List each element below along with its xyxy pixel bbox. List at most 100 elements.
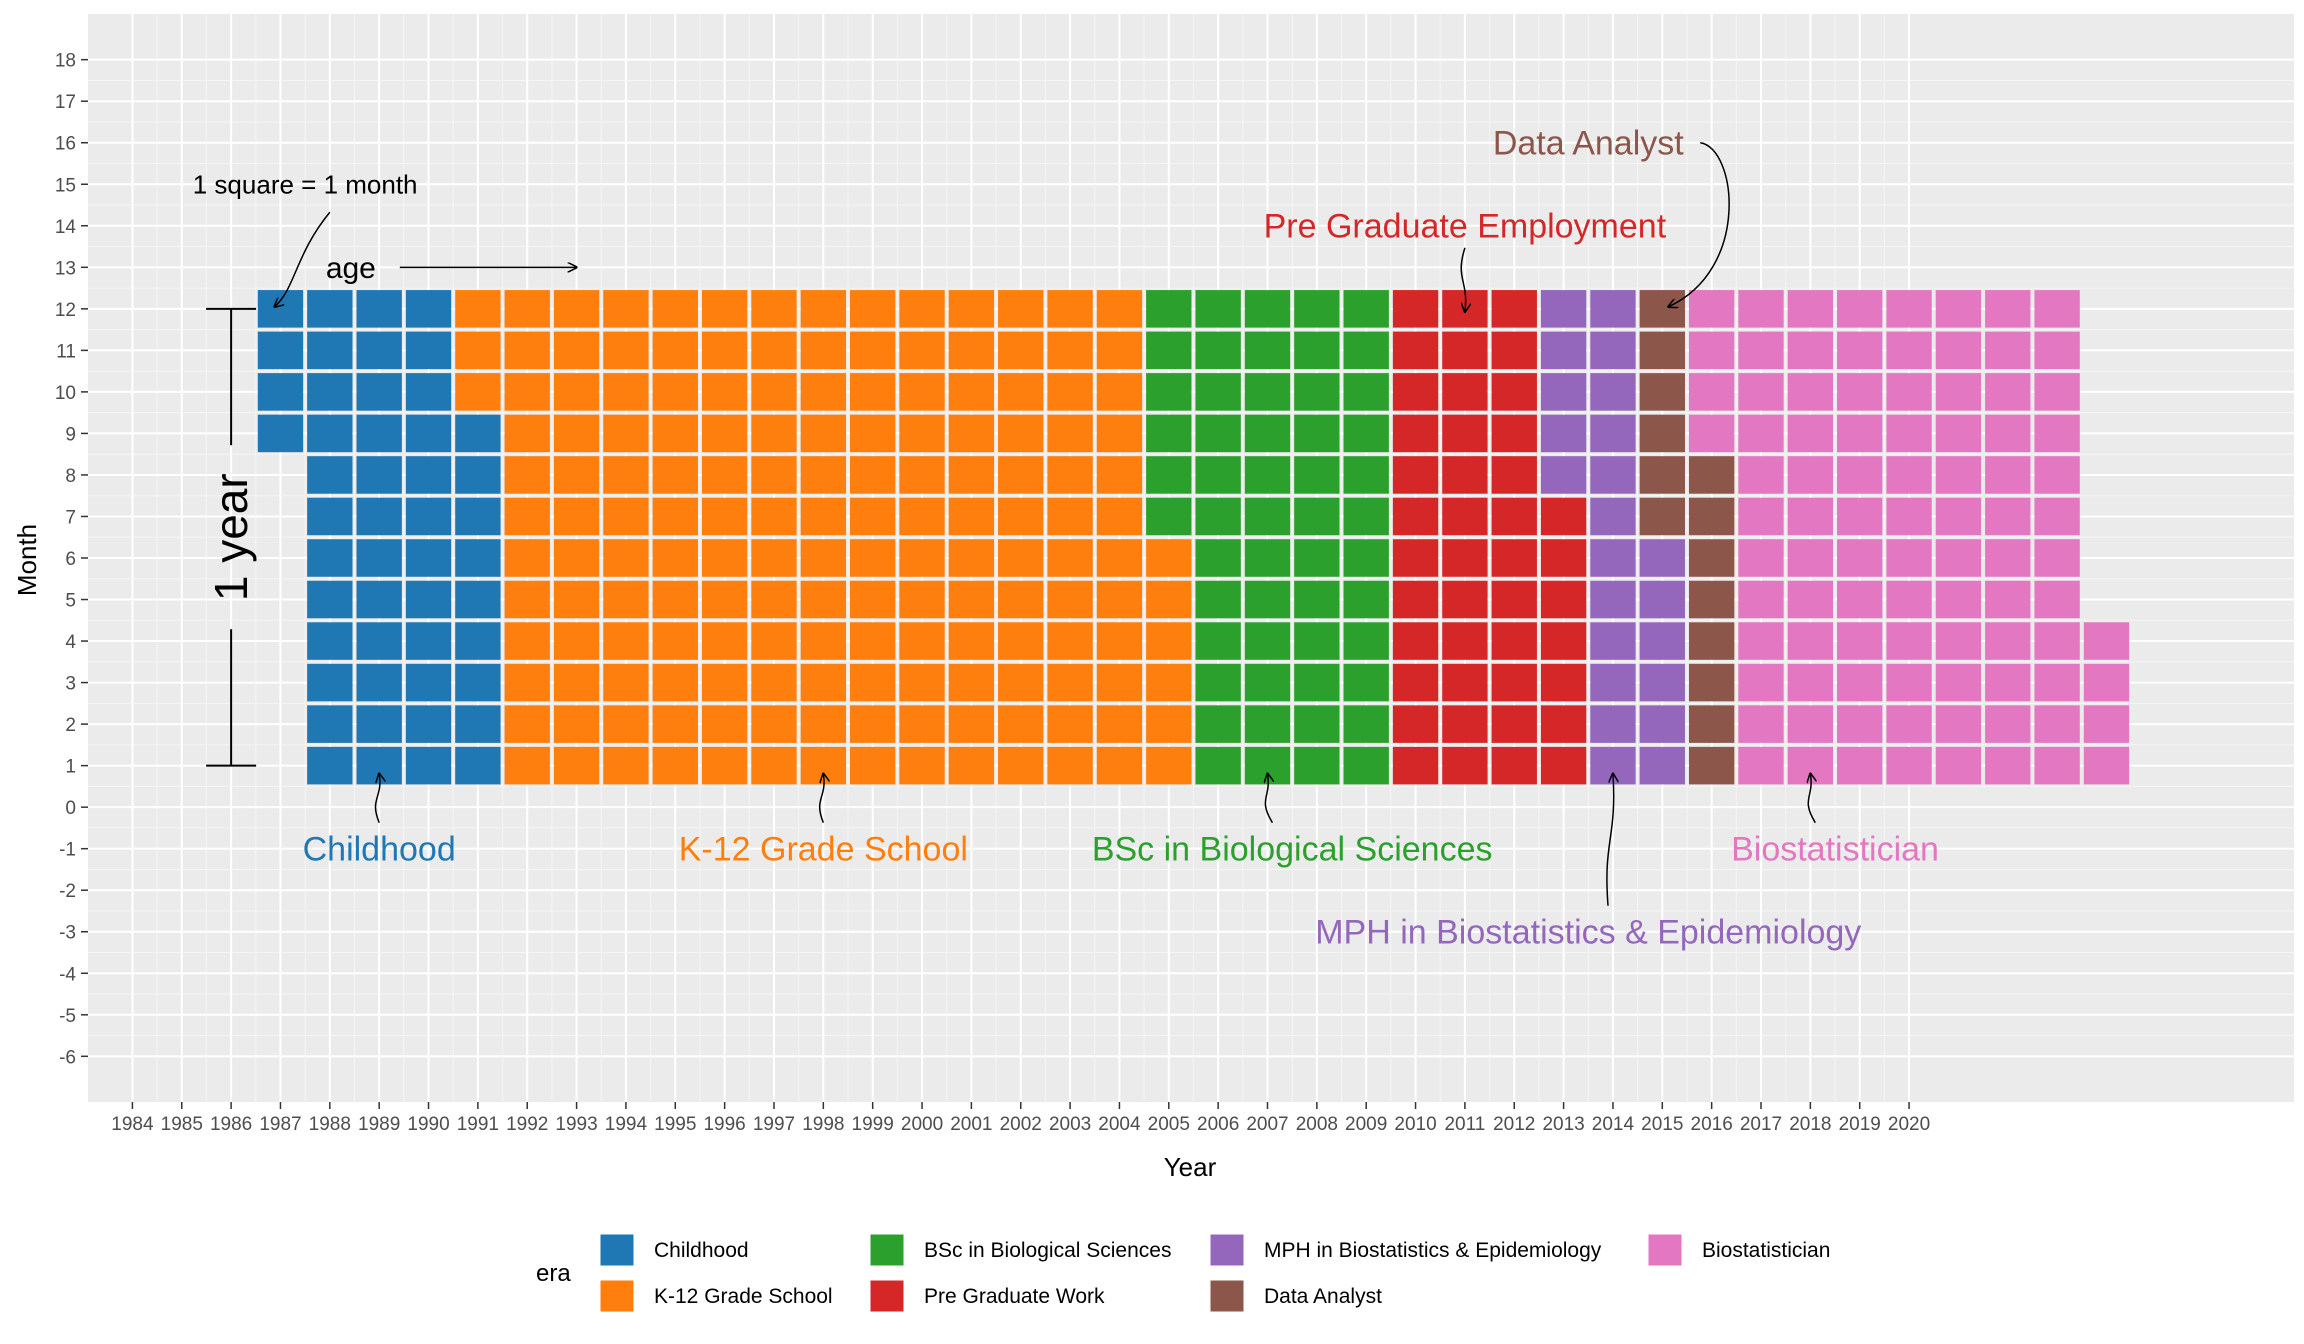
tile-data-analyst xyxy=(1688,497,1735,536)
tile-k-12-grade-school xyxy=(1096,580,1143,619)
tile-pre-graduate-work xyxy=(1491,580,1537,619)
tile-biostatistician xyxy=(1985,705,2031,743)
tile-pre-graduate-work xyxy=(1540,497,1587,536)
tile-bsc-in-biological-sciences xyxy=(1146,331,1192,370)
tile-k-12-grade-school xyxy=(1047,290,1093,328)
tile-bsc-in-biological-sciences xyxy=(1244,456,1291,494)
y-tick-label: -6 xyxy=(59,1047,76,1068)
tile-biostatistician xyxy=(2034,331,2080,370)
y-tick-label: -3 xyxy=(59,923,76,944)
tile-k-12-grade-school xyxy=(504,663,550,702)
x-tick-label: 2019 xyxy=(1839,1114,1881,1135)
tile-biostatistician xyxy=(1787,663,1834,702)
tile-k-12-grade-school xyxy=(850,580,896,619)
tile-k-12-grade-school xyxy=(948,539,995,577)
tile-k-12-grade-school xyxy=(850,456,896,494)
year-bracket: 1 year xyxy=(205,307,257,767)
tile-pre-graduate-work xyxy=(1392,539,1439,577)
tile-biostatistician xyxy=(1787,331,1834,370)
x-tick-label: 2007 xyxy=(1246,1114,1288,1135)
tile-pre-graduate-work xyxy=(1442,414,1488,453)
tile-biostatistician xyxy=(1886,580,1932,619)
tile-bsc-in-biological-sciences xyxy=(1244,580,1291,619)
tile-bsc-in-biological-sciences xyxy=(1343,497,1389,536)
tile-childhood xyxy=(405,373,452,411)
tile-biostatistician xyxy=(1985,746,2031,785)
tile-k-12-grade-school xyxy=(850,414,896,453)
tile-k-12-grade-school xyxy=(701,580,748,619)
tile-k-12-grade-school xyxy=(800,456,847,494)
tile-childhood xyxy=(405,580,452,619)
tile-childhood xyxy=(356,414,402,453)
tile-bsc-in-biological-sciences xyxy=(1343,580,1389,619)
y-tick-label: 1 xyxy=(65,757,76,778)
tile-bsc-in-biological-sciences xyxy=(1146,456,1192,494)
tile-k-12-grade-school xyxy=(652,373,698,411)
tile-biostatistician xyxy=(2034,456,2080,494)
tile-pre-graduate-work xyxy=(1540,622,1587,660)
tile-k-12-grade-school xyxy=(1047,622,1093,660)
y-tick-label: 8 xyxy=(65,466,76,487)
tile-mph-in-biostatistics-epidemiology xyxy=(1540,373,1587,411)
tile-bsc-in-biological-sciences xyxy=(1244,414,1291,453)
tile-biostatistician xyxy=(1738,290,1784,328)
tile-biostatistician xyxy=(1886,705,1932,743)
tile-k-12-grade-school xyxy=(899,331,945,370)
tile-k-12-grade-school xyxy=(850,497,896,536)
tile-childhood xyxy=(257,331,304,370)
tile-k-12-grade-school xyxy=(701,497,748,536)
tile-data-analyst xyxy=(1639,331,1685,370)
tile-k-12-grade-school xyxy=(1096,622,1143,660)
tile-childhood xyxy=(356,456,402,494)
tile-childhood xyxy=(356,497,402,536)
tile-childhood xyxy=(307,497,353,536)
tile-k-12-grade-school xyxy=(948,663,995,702)
tile-childhood xyxy=(356,580,402,619)
tile-pre-graduate-work xyxy=(1392,290,1439,328)
tile-biostatistician xyxy=(1935,580,1982,619)
tile-k-12-grade-school xyxy=(998,497,1044,536)
tile-bsc-in-biological-sciences xyxy=(1294,290,1340,328)
tile-biostatistician xyxy=(1837,580,1883,619)
tile-bsc-in-biological-sciences xyxy=(1343,456,1389,494)
tile-k-12-grade-school xyxy=(603,373,649,411)
tile-bsc-in-biological-sciences xyxy=(1195,290,1241,328)
tile-k-12-grade-school xyxy=(701,290,748,328)
tile-bsc-in-biological-sciences xyxy=(1195,331,1241,370)
x-tick-label: 2006 xyxy=(1197,1114,1239,1135)
tile-pre-graduate-work xyxy=(1392,580,1439,619)
tile-pre-graduate-work xyxy=(1491,539,1537,577)
annotation-label: age xyxy=(326,252,376,285)
tile-k-12-grade-school xyxy=(603,456,649,494)
x-tick-label: 2018 xyxy=(1789,1114,1831,1135)
tile-k-12-grade-school xyxy=(899,663,945,702)
tile-bsc-in-biological-sciences xyxy=(1195,622,1241,660)
tile-mph-in-biostatistics-epidemiology xyxy=(1590,290,1636,328)
tile-childhood xyxy=(405,746,452,785)
tile-data-analyst xyxy=(1688,622,1735,660)
tile-biostatistician xyxy=(1787,373,1834,411)
x-tick-label: 1986 xyxy=(210,1114,252,1135)
tile-biostatistician xyxy=(1738,497,1784,536)
tile-biostatistician xyxy=(1837,331,1883,370)
tile-bsc-in-biological-sciences xyxy=(1195,539,1241,577)
tile-data-analyst xyxy=(1639,414,1685,453)
tile-biostatistician xyxy=(1935,497,1982,536)
x-tick-label: 2011 xyxy=(1444,1114,1485,1135)
tile-k-12-grade-school xyxy=(998,456,1044,494)
x-tick-label: 1993 xyxy=(555,1114,597,1135)
tile-mph-in-biostatistics-epidemiology xyxy=(1590,580,1636,619)
x-tick-label: 2014 xyxy=(1592,1114,1635,1135)
tile-k-12-grade-school xyxy=(504,539,550,577)
tile-mph-in-biostatistics-epidemiology xyxy=(1639,539,1685,577)
tiles xyxy=(257,290,2130,785)
y-tick-label: 12 xyxy=(55,300,76,321)
tile-biostatistician xyxy=(1688,290,1735,328)
tile-biostatistician xyxy=(1688,331,1735,370)
tile-childhood xyxy=(405,622,452,660)
tile-k-12-grade-school xyxy=(751,705,797,743)
x-tick-label: 2004 xyxy=(1098,1114,1141,1135)
y-tick-label: 16 xyxy=(55,134,76,155)
tile-k-12-grade-school xyxy=(1146,580,1192,619)
tile-childhood xyxy=(356,331,402,370)
